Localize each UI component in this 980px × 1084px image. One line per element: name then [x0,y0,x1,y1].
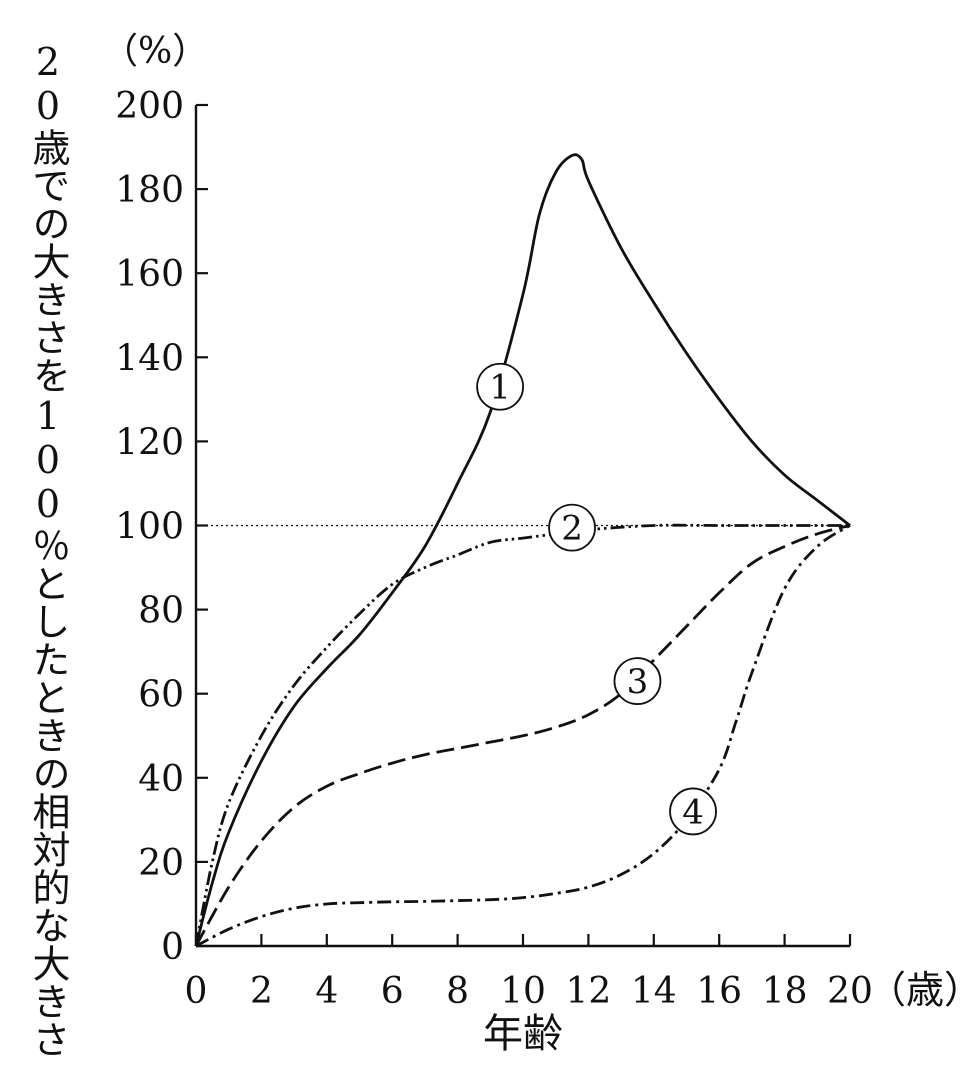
y-ticks: 0 20 40 60 80 100 120 140 160 180 200 [115,86,208,968]
series-line-1 [194,153,851,947]
y-tick-label: 0 [161,927,184,968]
x-tick-label: 18 [762,971,808,1012]
x-tick-label: 6 [381,971,404,1012]
series-label: 1 [489,368,511,408]
series-line-4 [195,524,851,948]
x-tick-label: 4 [315,971,338,1012]
y-tick-label: 40 [138,759,184,800]
x-ticks: 0 2 4 6 8 10 12 14 16 18 20 [185,934,873,1012]
series-label: 2 [561,509,583,549]
x-tick-label: 16 [696,971,742,1012]
series-label-layer: 1 2 3 4 [476,362,717,836]
y-axis-title: 20歳での大きさを100％としたときの相対的な大きさ [26,40,70,1058]
series-label-circle [613,657,662,705]
series-label: 4 [682,792,704,832]
y-tick-label: 160 [115,254,184,295]
series-label-circle [476,362,525,411]
series-line-3 [194,524,851,947]
y-tick-label: 120 [115,422,184,463]
x-tick-label: 14 [631,971,677,1012]
x-tick-label: 0 [185,971,208,1012]
y-tick-label: 200 [115,86,184,127]
series-label: 3 [627,662,649,702]
y-tick-label: 100 [115,507,184,548]
y-tick-label: 140 [115,338,184,379]
x-tick-label: 10 [500,971,546,1012]
x-tick-label: 8 [446,971,469,1012]
x-tick-label: 20 [827,971,873,1012]
x-tick-label: 2 [250,971,273,1012]
x-axis-title: 年齢 [483,1011,563,1057]
y-tick-label: 60 [138,675,184,716]
x-axis-unit: （歳） [868,968,980,1012]
y-tick-label: 20 [138,843,184,884]
y-axis-unit: （%） [102,31,208,72]
y-tick-label: 180 [115,170,184,211]
y-tick-label: 80 [138,591,184,632]
series-label-circle [669,787,717,836]
series-label-circle [548,503,596,552]
x-tick-label: 12 [565,971,611,1012]
series-layer [194,153,851,948]
